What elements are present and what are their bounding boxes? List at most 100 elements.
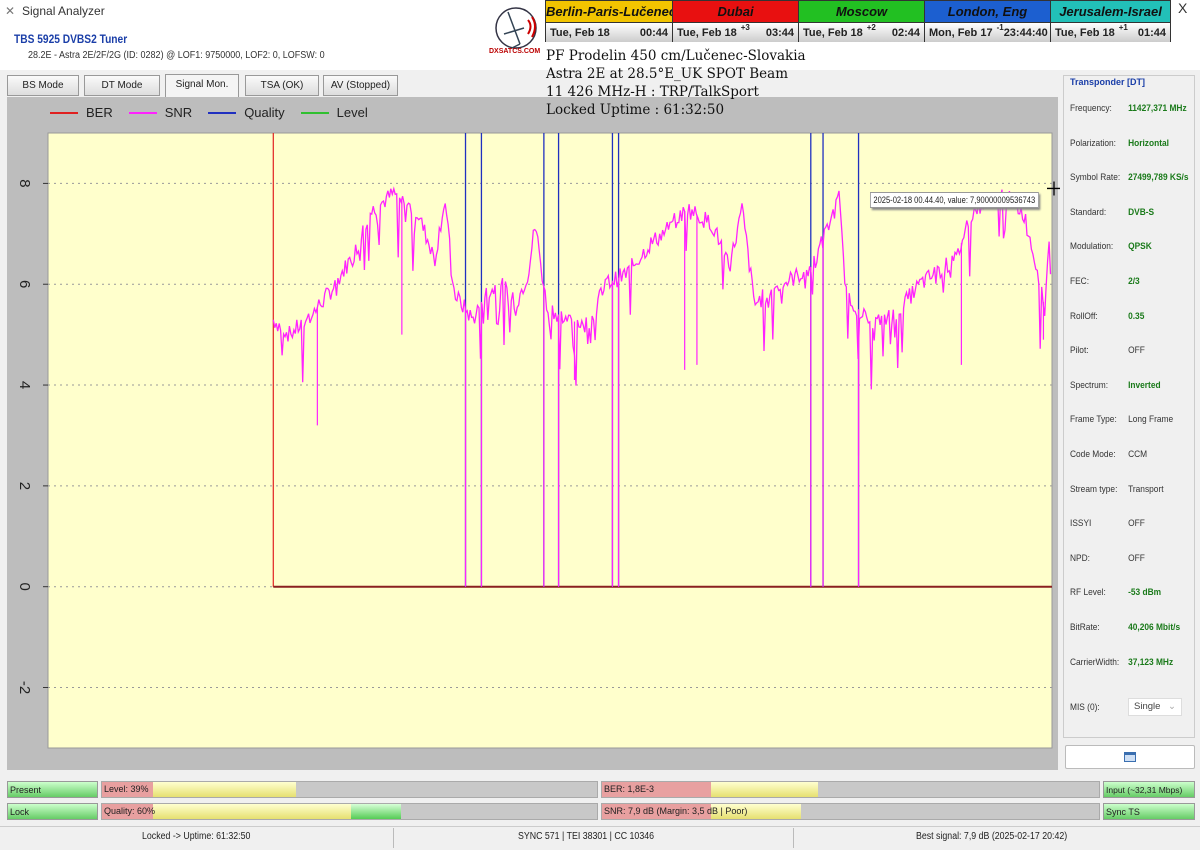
mis-row: MIS (0):: [1070, 702, 1128, 713]
tuner-info: 28.2E - Astra 2E/2F/2G (ID: 0282) @ LOF1…: [28, 50, 325, 61]
legend-label: BER: [86, 105, 113, 120]
divider: [393, 828, 394, 848]
crosshair-cursor-icon: [1047, 181, 1060, 196]
clock-date: Tue, Feb 18: [1055, 26, 1115, 39]
mis-value: Single: [1134, 701, 1161, 712]
transponder-key: CarrierWidth:: [1070, 656, 1120, 668]
transponder-row: Code Mode: CCM: [1070, 449, 1147, 460]
transponder-row: Standard: DVB-S: [1070, 207, 1154, 218]
overlay-info: PF Prodelin 450 cm/Lučenec-Slovakia Astr…: [546, 47, 806, 119]
snr-line: [272, 186, 1052, 390]
clock-row: Tue, Feb 18 +1 01:44: [1051, 22, 1170, 42]
divider: [793, 828, 794, 848]
transponder-value: QPSK: [1128, 241, 1152, 253]
transponder-value: 11427,371 MHz: [1128, 103, 1187, 114]
clock-time: 01:44: [1137, 26, 1166, 39]
legend-snr: SNR: [128, 105, 193, 120]
window-icon: [1124, 752, 1136, 762]
lock-indicator: Lock: [7, 803, 98, 820]
transponder-row: Stream type: Transport: [1070, 484, 1164, 495]
sync-ts-indicator: Sync TS: [1103, 803, 1195, 820]
transponder-value: 0.35: [1128, 310, 1145, 322]
transponder-row: Symbol Rate: 27499,789 KS/s: [1070, 172, 1189, 183]
clock-1: Dubai Tue, Feb 18 +3 03:44: [672, 0, 799, 42]
level-label: Level: 39%: [104, 784, 149, 794]
transponder-row: Frame Type: Long Frame: [1070, 414, 1173, 425]
status-best-signal: Best signal: 7,9 dB (2025-02-17 20:42): [916, 831, 1068, 842]
legend-label: SNR: [164, 105, 193, 120]
ber-bar: BER: 1,8E-3: [601, 781, 1100, 798]
mis-label: MIS (0):: [1070, 702, 1100, 713]
transponder-row: BitRate: 40,206 Mbit/s: [1070, 622, 1180, 633]
transponder-value: Horizontal: [1128, 137, 1169, 149]
transponder-value: 27499,789 KS/s: [1128, 172, 1189, 184]
transponder-row: FEC: 2/3: [1070, 276, 1140, 287]
panel-toggle-button[interactable]: [1065, 745, 1195, 769]
clock-city: Jerusalem-Israel: [1051, 1, 1170, 22]
window-title: Signal Analyzer: [22, 4, 105, 18]
clock-offset: +3: [740, 22, 750, 32]
y-tick-label: 0: [16, 583, 33, 591]
tab-tsa[interactable]: TSA (OK): [245, 75, 319, 96]
transponder-row: CarrierWidth: 37,123 MHz: [1070, 657, 1173, 668]
close-button[interactable]: X: [1178, 0, 1188, 16]
overlay-line: Astra 2E at 28.5°E_UK SPOT Beam: [546, 66, 789, 82]
transponder-value: OFF: [1128, 552, 1145, 564]
y-tick-label: 4: [16, 381, 33, 389]
legend-quality: Quality: [208, 105, 285, 120]
transponder-row: Spectrum: Inverted: [1070, 380, 1161, 391]
overlay-line: PF Prodelin 450 cm/Lučenec-Slovakia: [546, 48, 806, 64]
signal-chart[interactable]: -2 0 2 4 6 8: [0, 0, 1060, 770]
transponder-key: FEC:: [1070, 276, 1090, 287]
transponder-title: Transponder [DT]: [1068, 77, 1148, 87]
input-indicator: Input (~32,31 Mbps): [1103, 781, 1195, 798]
transponder-value: -53 dBm: [1128, 587, 1162, 599]
transponder-value: Transport: [1128, 483, 1164, 495]
clock-row: Mon, Feb 17 -1 23:44:40: [925, 22, 1050, 42]
clock-time: 23:44:40: [1003, 26, 1048, 39]
transponder-row: Modulation: QPSK: [1070, 241, 1152, 252]
y-tick-label: 2: [16, 482, 33, 490]
quality-label: Quality: 60%: [104, 806, 156, 816]
transponder-key: Stream type:: [1070, 483, 1118, 495]
clock-time: 00:44: [639, 26, 668, 39]
ber-label: BER: 1,8E-3: [604, 784, 655, 794]
clock-time: 02:44: [891, 26, 920, 39]
snr-label: SNR: 7,9 dB (Margin: 3,5 dB | Poor): [604, 806, 748, 816]
y-tick-label: 8: [16, 179, 33, 187]
clock-offset: -1: [996, 22, 1004, 32]
transponder-panel: [1063, 75, 1195, 738]
tab-dt-mode[interactable]: DT Mode: [84, 75, 160, 96]
transponder-value: 40,206 Mbit/s: [1128, 622, 1181, 633]
level-bar: Level: 39%: [101, 781, 598, 798]
clock-date: Tue, Feb 18: [550, 26, 610, 39]
transponder-key: Frequency:: [1070, 103, 1112, 114]
tab-av[interactable]: AV (Stopped): [323, 75, 398, 96]
tab-signal-monitor[interactable]: Signal Mon.: [165, 74, 239, 97]
plot-area: [47, 132, 1053, 749]
transponder-value: Inverted: [1128, 379, 1161, 391]
overlay-line: Locked Uptime : 61:32:50: [546, 102, 725, 118]
y-tick-label: -2: [16, 681, 33, 694]
chart-legend: BER SNR Quality Level: [50, 105, 368, 120]
clock-city: Moscow: [799, 1, 924, 22]
clock-date: Tue, Feb 18: [677, 26, 737, 39]
clock-row: Tue, Feb 18 +2 02:44: [799, 22, 924, 42]
clock-row: Tue, Feb 18 +3 03:44: [673, 22, 798, 42]
transponder-key: RollOff:: [1070, 310, 1098, 322]
clock-4: Jerusalem-Israel Tue, Feb 18 +1 01:44: [1050, 0, 1171, 42]
transponder-row: Polarization: Horizontal: [1070, 138, 1169, 149]
present-indicator: Present: [7, 781, 98, 798]
clock-2: Moscow Tue, Feb 18 +2 02:44: [798, 0, 925, 42]
transponder-row: Pilot: OFF: [1070, 345, 1145, 356]
transponder-key: Spectrum:: [1070, 379, 1109, 391]
clock-0: Berlin-Paris-Lučenec Tue, Feb 18 00:44: [545, 0, 673, 42]
transponder-key: Modulation:: [1070, 241, 1114, 253]
mis-select[interactable]: Single ⌄: [1128, 698, 1182, 716]
chevron-down-icon: ⌄: [1168, 701, 1176, 712]
legend-ber: BER: [50, 105, 113, 120]
tab-bs-mode[interactable]: BS Mode: [7, 75, 79, 96]
transponder-row: NPD: OFF: [1070, 553, 1145, 564]
dxsatcs-logo: [495, 7, 537, 49]
transponder-value: DVB-S: [1128, 206, 1155, 218]
